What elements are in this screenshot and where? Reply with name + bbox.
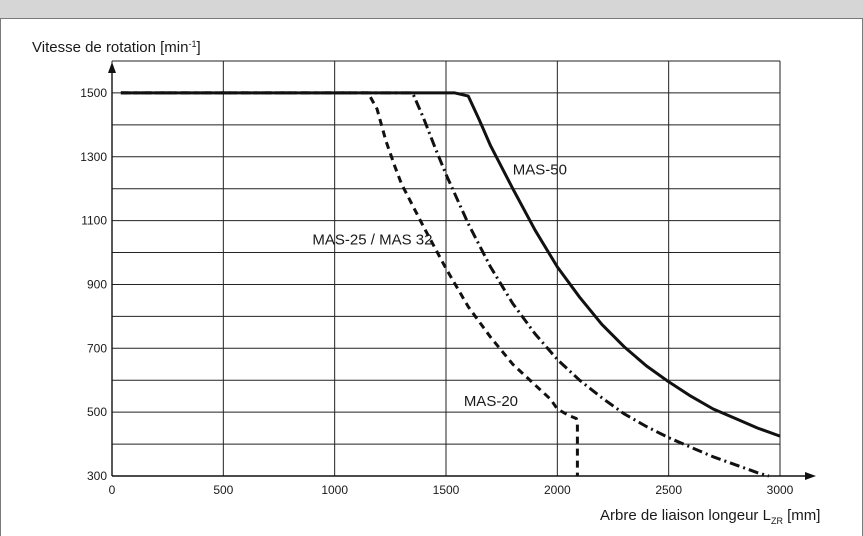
- x-tick-label: 0: [109, 483, 116, 497]
- series-labels: MAS-50 MAS-25 / MAS 32 MAS-20: [312, 161, 567, 409]
- y-tick-label: 1300: [80, 150, 107, 164]
- x-tick-label: 2500: [655, 483, 682, 497]
- x-tick-labels: 0 500 1000 1500 2000 2500 3000: [109, 483, 794, 497]
- y-axis-title: Vitesse de rotation [min-1]: [32, 39, 201, 56]
- series-label: MAS-20: [464, 393, 518, 410]
- x-axis-title: Arbre de liaison longeur LZR [mm]: [600, 507, 820, 526]
- y-tick-label: 700: [87, 341, 107, 355]
- series-line: [120, 91, 770, 478]
- series-label: MAS-25 / MAS 32: [312, 232, 432, 249]
- top-bar: [0, 0, 863, 19]
- x-tick-label: 3000: [767, 483, 794, 497]
- x-axis-arrow: [805, 472, 816, 480]
- series-line: [120, 91, 579, 476]
- y-tick-label: 900: [87, 277, 107, 291]
- axes: [108, 62, 816, 480]
- x-tick-label: 500: [213, 483, 233, 497]
- y-tick-label: 500: [87, 405, 107, 419]
- series-line: [120, 91, 781, 438]
- x-tick-label: 2000: [544, 483, 571, 497]
- y-tick-label: 1100: [81, 214, 107, 228]
- y-axis-arrow: [108, 62, 116, 73]
- x-tick-label: 1500: [433, 483, 460, 497]
- vertical-gridlines: [111, 61, 781, 476]
- series-lines: [120, 91, 781, 478]
- y-tick-label: 300: [87, 469, 107, 483]
- x-tick-label: 1000: [321, 483, 348, 497]
- y-tick-labels: 300 500 700 900 1100 1300 1500: [80, 86, 107, 483]
- y-tick-label: 1500: [80, 86, 107, 100]
- series-label: MAS-50: [513, 161, 567, 178]
